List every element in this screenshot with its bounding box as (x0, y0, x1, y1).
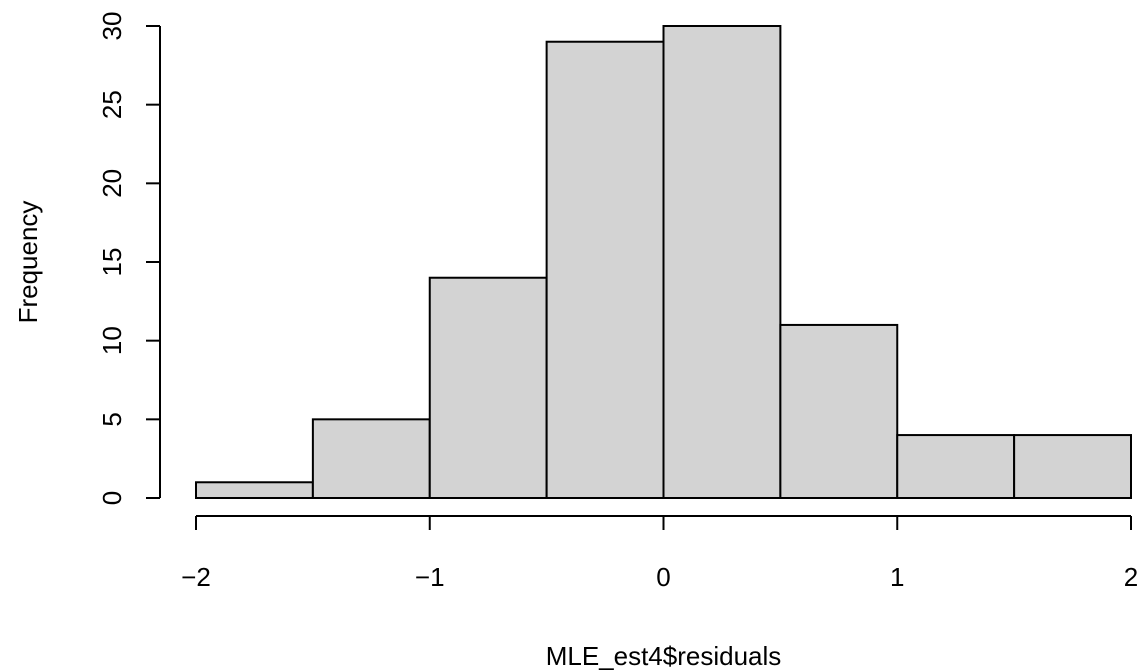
histogram-bar-3 (545, 40, 665, 499)
x-axis: −2 −1 0 1 2 (181, 515, 1138, 592)
x-tick-label: −2 (181, 562, 211, 592)
histogram-bar-5 (779, 323, 899, 499)
x-tick-label: −1 (415, 562, 445, 592)
y-tick-label: 0 (97, 491, 127, 505)
histogram-bars (195, 25, 1132, 500)
histogram-bar-4 (662, 25, 782, 499)
y-tick-label: 25 (97, 90, 127, 119)
y-tick-label: 10 (97, 326, 127, 355)
x-tick-label: 1 (890, 562, 904, 592)
x-tick-label: 0 (656, 562, 670, 592)
histogram-bar-6 (896, 434, 1016, 500)
y-tick-label: 20 (97, 169, 127, 198)
histogram-bar-7 (1013, 434, 1132, 500)
y-tick-label: 15 (97, 248, 127, 277)
y-tick-label: 5 (97, 412, 127, 426)
x-axis-title: MLE_est4$residuals (546, 641, 782, 671)
y-axis-title: Frequency (13, 201, 43, 324)
histogram-bar-1 (311, 418, 431, 500)
x-tick-label: 2 (1124, 562, 1138, 592)
histogram-bar-0 (195, 481, 314, 499)
y-axis: 0 5 10 15 20 25 30 (97, 12, 161, 505)
histogram-bar-2 (428, 276, 548, 499)
y-tick-label: 30 (97, 12, 127, 41)
